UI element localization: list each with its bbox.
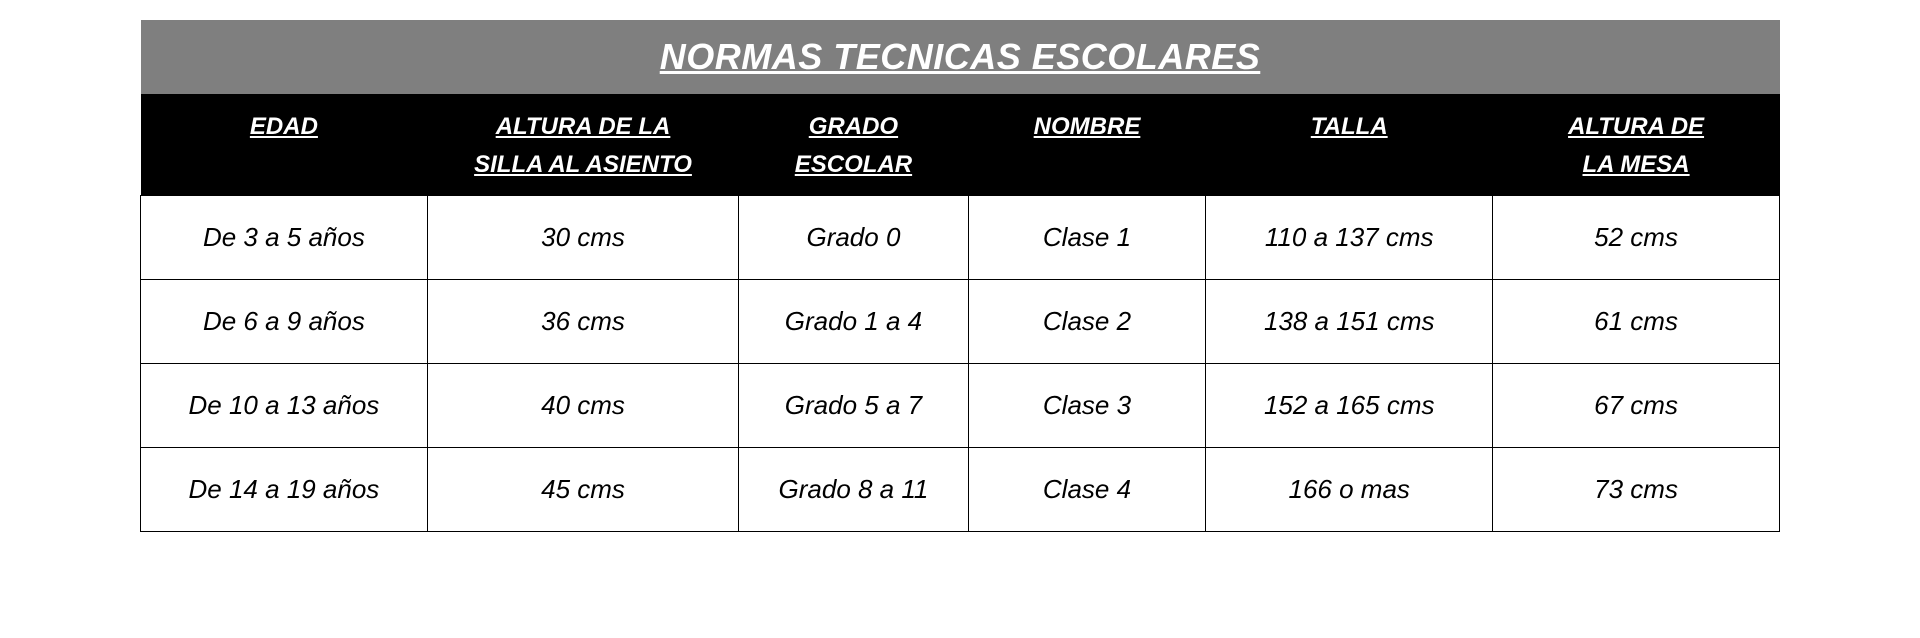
table-title-row: NORMAS TECNICAS ESCOLARES — [141, 20, 1780, 94]
cell-nombre: Clase 1 — [968, 195, 1206, 279]
cell-nombre: Clase 4 — [968, 447, 1206, 531]
col-header-talla: TALLA — [1206, 94, 1493, 195]
cell-altura-silla: 30 cms — [427, 195, 738, 279]
col-header-line1: ALTURA DE — [1568, 113, 1704, 140]
cell-grado: Grado 0 — [739, 195, 968, 279]
table-header-row: EDAD ALTURA DE LA SILLA AL ASIENTO GRADO… — [141, 94, 1780, 195]
cell-grado: Grado 5 a 7 — [739, 363, 968, 447]
cell-edad: De 10 a 13 años — [141, 363, 428, 447]
cell-edad: De 6 a 9 años — [141, 279, 428, 363]
col-header-line1: NOMBRE — [1034, 113, 1141, 140]
cell-edad: De 3 a 5 años — [141, 195, 428, 279]
cell-altura-silla: 36 cms — [427, 279, 738, 363]
col-header-line1: GRADO — [809, 113, 898, 140]
table-row: De 10 a 13 años 40 cms Grado 5 a 7 Clase… — [141, 363, 1780, 447]
col-header-altura-mesa: ALTURA DE LA MESA — [1493, 94, 1780, 195]
col-header-line1: EDAD — [250, 113, 318, 140]
table-title: NORMAS TECNICAS ESCOLARES — [141, 20, 1780, 94]
col-header-altura-silla: ALTURA DE LA SILLA AL ASIENTO — [427, 94, 738, 195]
cell-talla: 152 a 165 cms — [1206, 363, 1493, 447]
normas-table: NORMAS TECNICAS ESCOLARES EDAD ALTURA DE… — [140, 20, 1780, 532]
col-header-line1: TALLA — [1311, 113, 1388, 140]
col-header-grado: GRADO ESCOLAR — [739, 94, 968, 195]
table-row: De 6 a 9 años 36 cms Grado 1 a 4 Clase 2… — [141, 279, 1780, 363]
table-row: De 3 a 5 años 30 cms Grado 0 Clase 1 110… — [141, 195, 1780, 279]
cell-altura-mesa: 73 cms — [1493, 447, 1780, 531]
cell-talla: 138 a 151 cms — [1206, 279, 1493, 363]
col-header-line2: ESCOLAR — [795, 151, 912, 178]
col-header-edad: EDAD — [141, 94, 428, 195]
col-header-nombre: NOMBRE — [968, 94, 1206, 195]
cell-altura-mesa: 67 cms — [1493, 363, 1780, 447]
col-header-line2: LA MESA — [1583, 151, 1690, 178]
cell-altura-mesa: 61 cms — [1493, 279, 1780, 363]
cell-edad: De 14 a 19 años — [141, 447, 428, 531]
normas-table-container: NORMAS TECNICAS ESCOLARES EDAD ALTURA DE… — [140, 20, 1780, 532]
col-header-line2: SILLA AL ASIENTO — [474, 151, 692, 178]
cell-altura-mesa: 52 cms — [1493, 195, 1780, 279]
cell-nombre: Clase 2 — [968, 279, 1206, 363]
cell-altura-silla: 40 cms — [427, 363, 738, 447]
cell-talla: 110 a 137 cms — [1206, 195, 1493, 279]
cell-grado: Grado 8 a 11 — [739, 447, 968, 531]
col-header-line1: ALTURA DE LA — [496, 113, 671, 140]
cell-altura-silla: 45 cms — [427, 447, 738, 531]
cell-nombre: Clase 3 — [968, 363, 1206, 447]
table-row: De 14 a 19 años 45 cms Grado 8 a 11 Clas… — [141, 447, 1780, 531]
cell-talla: 166 o mas — [1206, 447, 1493, 531]
cell-grado: Grado 1 a 4 — [739, 279, 968, 363]
